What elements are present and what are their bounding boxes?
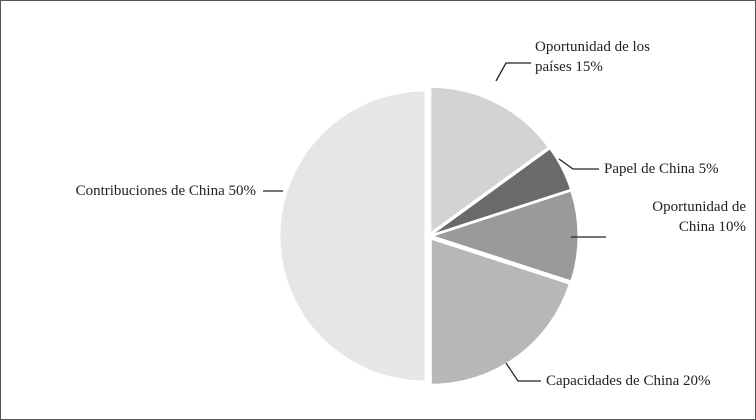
category-name: Capacidades de China [546,373,680,389]
pie-slice [432,148,572,235]
slice-label: Papel de China 5% [604,159,754,179]
pie-slice [431,190,579,282]
value-label: 5% [698,161,719,177]
value-label: 50% [228,183,257,199]
category-name: Oportunidad de los países [535,39,650,75]
leader-line [495,62,531,82]
pie-slice [430,86,549,234]
category-name: Papel de China [604,161,695,177]
pie-slice [279,90,426,382]
slice-label: Capacidades de China 20% [546,371,746,391]
category-name: Oportunidad de China [652,199,746,235]
slice-label: Oportunidad de China 10% [646,197,746,237]
slice-label: Contribuciones de China 50% [11,181,256,201]
pie-slice [430,238,570,385]
slice-label: Oportunidad de los países 15% [535,37,660,77]
leader-line [505,362,541,382]
leader-line [558,158,599,170]
value-label: 10% [718,219,747,235]
category-name: Contribuciones de China [75,183,225,199]
value-label: 15% [575,59,603,75]
value-label: 20% [683,373,711,389]
